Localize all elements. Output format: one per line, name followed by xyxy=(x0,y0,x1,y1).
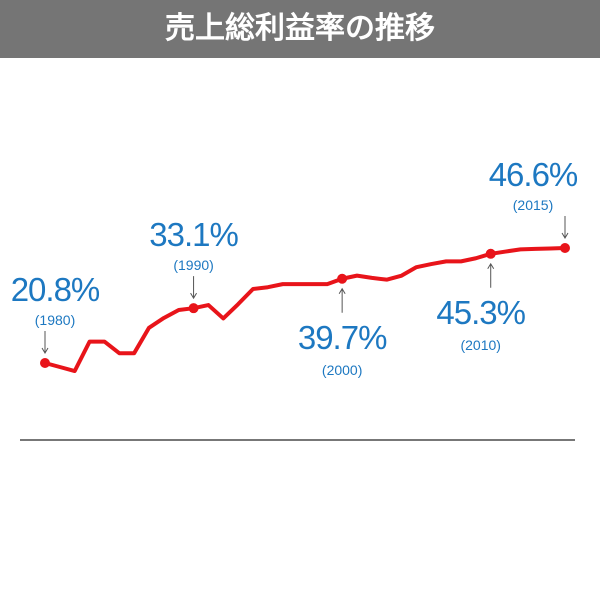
title-bar xyxy=(0,0,600,58)
data-point xyxy=(337,273,348,284)
arrow xyxy=(190,276,197,300)
data-point xyxy=(485,248,496,259)
year-label: (2010) xyxy=(460,337,500,353)
arrow xyxy=(561,216,569,239)
data-line xyxy=(44,246,566,374)
year-label: (2000) xyxy=(322,362,362,378)
value-label: 45.3% xyxy=(436,294,525,331)
data-point xyxy=(188,303,199,314)
data-point xyxy=(40,357,50,368)
chart-title: 売上総利益率の推移 xyxy=(165,12,435,45)
value-label: 39.7% xyxy=(298,319,387,356)
value-label: 46.6% xyxy=(489,156,578,193)
value-label: 20.8% xyxy=(11,271,100,308)
data-point xyxy=(560,243,570,254)
year-label: (1980) xyxy=(35,312,75,328)
year-label: (1990) xyxy=(173,257,213,273)
value-label: 33.1% xyxy=(149,216,238,253)
arrow xyxy=(487,262,495,288)
arrow xyxy=(338,287,346,313)
arrow xyxy=(41,330,49,354)
year-label: (2015) xyxy=(513,197,553,213)
